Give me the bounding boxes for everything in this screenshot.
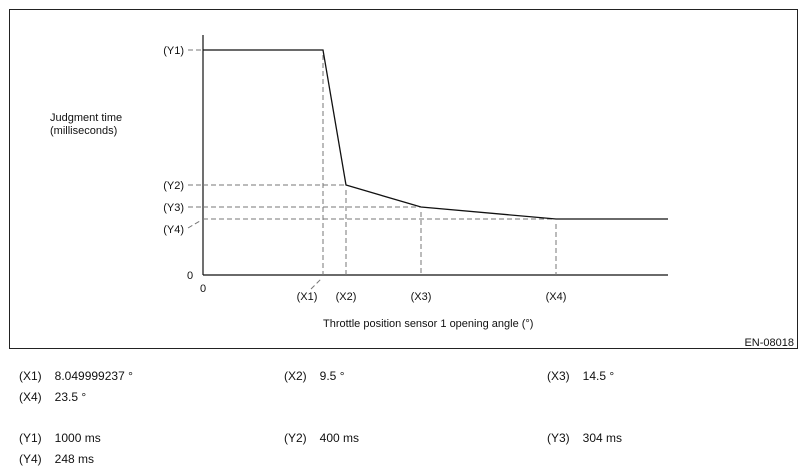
legend-item: (X1) 8.049999237 ° [19, 369, 133, 383]
series-line [203, 49, 668, 220]
legend-item: (Y3) 304 ms [547, 431, 622, 445]
x-tick-label: (X4) [546, 291, 567, 303]
legend-label: (Y3) [547, 431, 570, 445]
legend-item: (X4) 23.5 ° [19, 390, 86, 404]
legend-item: (Y2) 400 ms [284, 431, 359, 445]
legend-item: (Y4) 248 ms [19, 452, 94, 466]
x-tick-label: (X2) [336, 291, 357, 303]
legend-value: 8.049999237 ° [54, 369, 133, 383]
legend-value: 304 ms [582, 431, 623, 445]
y-tick-label: (Y2) [163, 180, 184, 192]
x-origin-label: 0 [200, 283, 206, 295]
x1-tick-leader [310, 277, 323, 290]
legend-item: (X3) 14.5 ° [547, 369, 614, 383]
legend-value: 14.5 ° [582, 369, 615, 383]
legend-label: (X2) [284, 369, 307, 383]
legend-item: (Y1) 1000 ms [19, 431, 101, 445]
y-tick-label: (Y4) [163, 224, 184, 236]
y-tick-leader [187, 220, 201, 229]
y-tick-label: (Y1) [163, 45, 184, 57]
legend-label: (X3) [547, 369, 570, 383]
y-axis-label-line2: (milliseconds) [50, 125, 117, 137]
legend-label: (Y1) [19, 431, 42, 445]
legend-value: 23.5 ° [54, 390, 87, 404]
legend-label: (X4) [19, 390, 42, 404]
y-axis-label-line1: Judgment time [50, 112, 122, 124]
y-origin-label: 0 [187, 270, 193, 282]
y-tick-label: (Y3) [163, 202, 184, 214]
legend-value: 400 ms [319, 431, 360, 445]
judgment-time-chart: (Y1) (Y2) (Y3) (Y4) (X1) (X2) (X3) (X4) Judgmen… [50, 35, 668, 330]
x-tick-label: (X3) [411, 291, 432, 303]
legend-value: 9.5 ° [319, 369, 345, 383]
legend-value: 1000 ms [54, 431, 101, 445]
x-axis-label: Throttle position sensor 1 opening angle… [323, 318, 533, 330]
legend-item: (X2) 9.5 ° [284, 369, 345, 383]
legend-value: 248 ms [54, 452, 95, 466]
diagram-frame [9, 9, 798, 349]
legend-label: (X1) [19, 369, 42, 383]
figure-code: EN-08018 [744, 337, 794, 349]
x-tick-label: (X1) [297, 291, 318, 303]
legend-label: (Y2) [284, 431, 307, 445]
legend-label: (Y4) [19, 452, 42, 466]
